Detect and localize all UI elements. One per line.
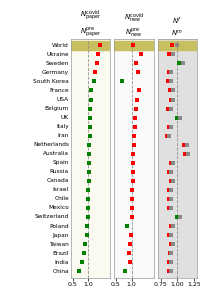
Title: $N^{f}$
$N^{m}$: $N^{f}$ $N^{m}$ bbox=[171, 16, 183, 38]
Bar bbox=[114, 41, 154, 50]
Bar bbox=[158, 41, 197, 50]
Title: $N^{\mathrm{covid}}_{\mathrm{paper}}$
$N^{\mathrm{pre}}_{\mathrm{paper}}$: $N^{\mathrm{covid}}_{\mathrm{paper}}$ $N… bbox=[80, 9, 101, 39]
Title: $N^{\mathrm{covid}}_{\mathrm{new}}$
$N^{\mathrm{pre}}_{\mathrm{new}}$: $N^{\mathrm{covid}}_{\mathrm{new}}$ $N^{… bbox=[124, 12, 144, 39]
Bar bbox=[71, 41, 110, 50]
